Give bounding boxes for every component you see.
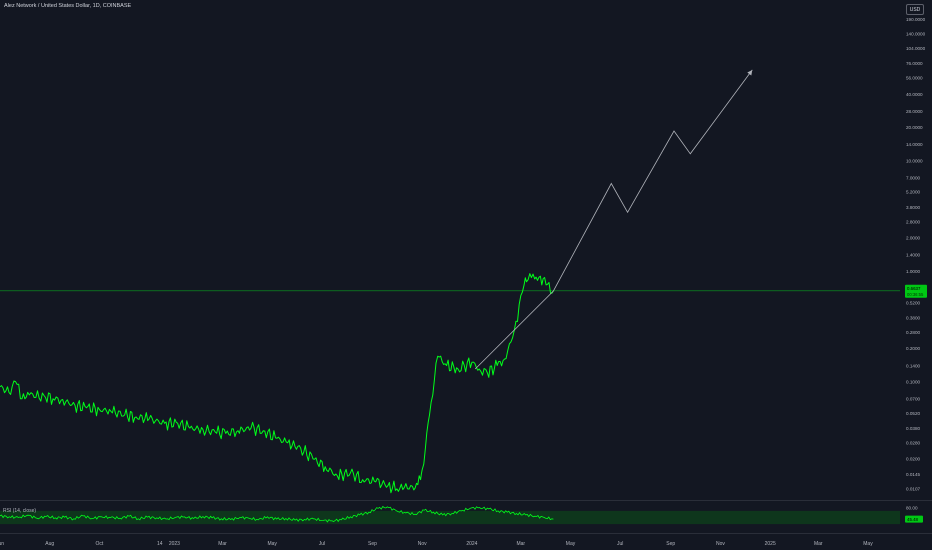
time-tick-label: 2024 [466,541,477,547]
time-tick-label: Mar [814,541,823,547]
price-tick-label: 3.8000 [906,205,920,210]
time-tick-label: May [863,541,873,547]
time-tick-label: May [267,541,277,547]
price-tick-label: 0.0380 [906,426,920,431]
time-tick-label: Oct [96,541,104,547]
price-tick-label: 0.0700 [906,397,920,402]
price-tick-label: 2.0000 [906,236,920,241]
rsi-band-fill [0,510,900,525]
time-tick-label: 14 [157,541,163,547]
currency-selector-button[interactable]: USD [906,4,924,15]
time-tick-label: Jul [617,541,623,547]
chart-title: Alez Network / United States Dollar, 1D,… [4,3,132,9]
price-tick-label: 14.0000 [906,142,923,147]
time-tick-label: Jul [319,541,325,547]
time-tick-label: Aug [45,541,54,547]
time-axis[interactable]: Jun Aug Oct 14 2023 Mar May Jul Sep Nov 2024 Mar May… [0,541,873,547]
price-tick-label: 10.0000 [906,158,923,163]
price-tick-label: 20.0000 [906,125,923,130]
price-tick-label: 0.5200 [906,300,920,305]
rsi-tick-label: 80.00 [906,506,918,511]
price-tick-label: 0.0200 [906,457,920,462]
time-tick-label: 2025 [765,541,776,547]
price-tick-label: 104.0000 [906,46,926,51]
price-tick-label: 1.4000 [906,253,920,258]
time-tick-label: 2023 [169,541,180,547]
price-tick-label: 28.0000 [906,109,923,114]
rsi-current-label: 45.48 [907,517,919,522]
price-axis[interactable]: 0.0107 0.0145 0.0200 0.0280 0.0380 0.0520 0.07… [906,17,926,492]
price-tick-label: 0.1400 [906,363,920,368]
price-tick-label: 76.0000 [906,61,923,66]
price-tick-label: 140.0000 [906,32,926,37]
rsi-band: 80.00 [0,506,918,525]
current-price-countdown: 00:36:55 [907,292,924,297]
price-tick-label: 0.2800 [906,330,920,335]
current-price-badge [905,284,927,298]
time-tick-label: Nov [716,541,725,547]
price-tick-label: 190.0000 [906,17,926,22]
current-price-label: 0.6637 [907,286,921,291]
price-tick-label: 0.0520 [906,411,920,416]
rsi-current-badge [905,515,923,523]
time-tick-label: May [566,541,576,547]
price-tick-label: 5.2000 [906,190,920,195]
time-tick-label: Nov [418,541,427,547]
price-tick-label: 1.0000 [906,269,920,274]
projection-arrowhead-icon [747,69,753,76]
price-tick-label: 56.0000 [906,76,923,81]
price-tick-label: 0.0145 [906,472,920,477]
price-tick-label: 0.1000 [906,379,920,384]
price-tick-label: 0.2000 [906,346,920,351]
projection-arrow-line[interactable] [474,69,753,370]
rsi-line-series [0,505,554,523]
time-tick-label: Mar [218,541,227,547]
time-tick-label: Sep [666,541,675,547]
price-tick-label: 0.3800 [906,315,920,320]
price-line-series [0,273,554,494]
rsi-pane-label: RSI (14, close) [3,508,36,514]
price-tick-label: 0.0280 [906,441,920,446]
price-tick-label: 7.0000 [906,175,920,180]
time-tick-label: Sep [368,541,377,547]
time-tick-label: Jun [0,541,4,547]
price-tick-label: 40.0000 [906,92,923,97]
price-tick-label: 2.8000 [906,219,920,224]
price-tick-label: 0.0107 [906,487,920,492]
time-tick-label: Mar [516,541,525,547]
